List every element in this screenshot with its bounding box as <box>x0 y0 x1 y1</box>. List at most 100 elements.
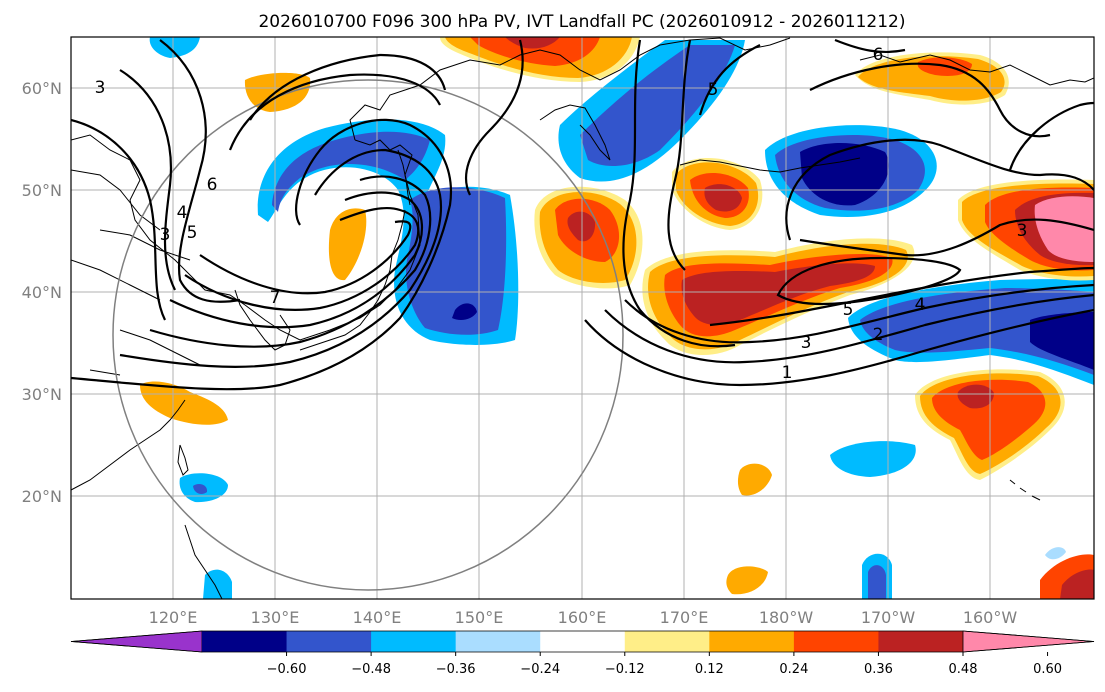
map-content: 3 3 4 5 6 7 5 6 1 2 3 4 5 3 <box>71 37 1094 599</box>
contour-line <box>159 39 241 303</box>
coastline-hawaii <box>1009 479 1041 501</box>
lat-lon-grid <box>71 37 1094 599</box>
colorbar-segment <box>624 631 710 652</box>
colorbar-segment <box>709 631 795 652</box>
positive-anomaly-region <box>1060 569 1094 599</box>
lon-label: 160°E <box>558 608 607 627</box>
contour-label: 2 <box>873 325 884 345</box>
contour-label: 5 <box>843 300 854 320</box>
contour-line <box>785 138 1094 241</box>
colorbar-tick-label: 0.12 <box>695 662 724 677</box>
colorbar-tick-label: −0.60 <box>267 662 307 677</box>
contour-line <box>199 220 412 295</box>
contour-line <box>667 39 692 271</box>
colorbar-segment <box>371 631 457 652</box>
contour-line <box>228 73 441 151</box>
contour-line <box>698 44 761 116</box>
contour-line <box>799 218 1094 257</box>
positive-anomaly-region <box>244 72 311 112</box>
colorbar-segment <box>286 631 372 652</box>
colorbar: −0.60 −0.48 −0.36 −0.24 −0.12 0.12 0.24 0.36 0.4… <box>70 630 1095 677</box>
contour-line <box>119 69 176 291</box>
contour-label: 5 <box>708 80 719 100</box>
colorbar-extend-high <box>962 630 1095 653</box>
positive-anomaly-region <box>328 208 367 281</box>
lat-label: 20°N <box>22 487 62 506</box>
colorbar-tick-label: −0.12 <box>605 662 645 677</box>
coastline-korea <box>234 289 291 351</box>
coastline-philippines <box>184 524 223 599</box>
contour-label: 3 <box>801 333 812 353</box>
contour-line <box>149 175 432 348</box>
contour-labels: 3 3 4 5 6 7 5 6 1 2 3 4 5 3 <box>95 45 1028 383</box>
contour-label: 3 <box>160 225 171 245</box>
colorbar-tick-label: 0.24 <box>779 662 808 677</box>
colorbar-segment <box>540 631 626 652</box>
contour-label: 3 <box>1017 221 1028 241</box>
coastline-taiwan <box>177 444 189 476</box>
contour-line <box>834 38 906 54</box>
colorbar-tick-label: 0.60 <box>1033 662 1062 677</box>
coastline-aleutians <box>679 157 861 173</box>
positive-anomaly-region <box>1034 196 1094 262</box>
colorbar-outline <box>70 630 1095 653</box>
lon-label: 180°W <box>759 608 814 627</box>
map-frame <box>70 36 1095 600</box>
colorbar-tick-label: 0.48 <box>949 662 978 677</box>
lon-label: 170°E <box>660 608 709 627</box>
contour-line <box>622 39 736 348</box>
lon-label: 120°E <box>149 608 198 627</box>
coastline-alaska <box>859 54 1094 86</box>
latitude-labels: 60°N 50°N 40°N 30°N 20°N <box>22 79 62 506</box>
negative-anomaly-region <box>452 303 477 320</box>
contour-label: 1 <box>782 363 793 383</box>
contour-line <box>624 283 1094 344</box>
radius-circle <box>112 79 624 591</box>
contour-label: 6 <box>873 45 884 65</box>
positive-anomaly-region <box>726 566 768 595</box>
coastline-china-south <box>71 399 186 491</box>
coastline-japan <box>299 209 406 351</box>
contour-line <box>169 191 424 329</box>
colorbar-segment <box>793 631 879 652</box>
contour-line <box>1008 101 1094 171</box>
contour-label: 7 <box>270 288 281 308</box>
colorbar-segment <box>202 631 288 652</box>
ivt-contours <box>71 38 1094 391</box>
coastlines <box>71 37 1094 599</box>
contour-label: 4 <box>915 295 926 315</box>
contour-label: 5 <box>187 223 198 243</box>
contour-line <box>584 308 1094 387</box>
positive-anomaly-region <box>737 463 772 496</box>
lon-label: 140°E <box>353 608 402 627</box>
colorbar-tick-label: −0.36 <box>436 662 476 677</box>
contour-line <box>71 118 166 321</box>
positive-anomaly-region <box>957 384 994 409</box>
lat-label: 60°N <box>22 79 62 98</box>
positive-anomaly-region <box>505 37 560 49</box>
lat-label: 40°N <box>22 283 62 302</box>
longitude-labels: 120°E 130°E 140°E 150°E 160°E 170°E 180°… <box>149 608 1018 627</box>
negative-anomaly-region <box>580 45 735 166</box>
contour-line <box>119 148 442 368</box>
lat-label: 50°N <box>22 181 62 200</box>
figure-title: 2026010700 F096 300 hPa PV, IVT Landfall… <box>258 12 905 32</box>
lon-label: 130°E <box>251 608 300 627</box>
contour-label: 6 <box>207 175 218 195</box>
positive-anomaly-region <box>567 211 596 242</box>
colorbar-tick-label: −0.24 <box>520 662 560 677</box>
contour-label: 3 <box>95 78 106 98</box>
contour-line <box>184 206 420 311</box>
contour-line <box>776 256 962 306</box>
lat-label: 30°N <box>22 385 62 404</box>
coastline-russia-east <box>349 37 791 141</box>
lon-label: 160°W <box>963 608 1018 627</box>
contour-line <box>465 39 524 196</box>
colorbar-tick-label: 0.36 <box>864 662 893 677</box>
colorbar-extend-low <box>70 630 203 653</box>
contour-label: 4 <box>177 203 188 223</box>
contour-line <box>249 53 447 121</box>
coastline-asia <box>71 134 421 341</box>
contour-line <box>71 118 452 391</box>
